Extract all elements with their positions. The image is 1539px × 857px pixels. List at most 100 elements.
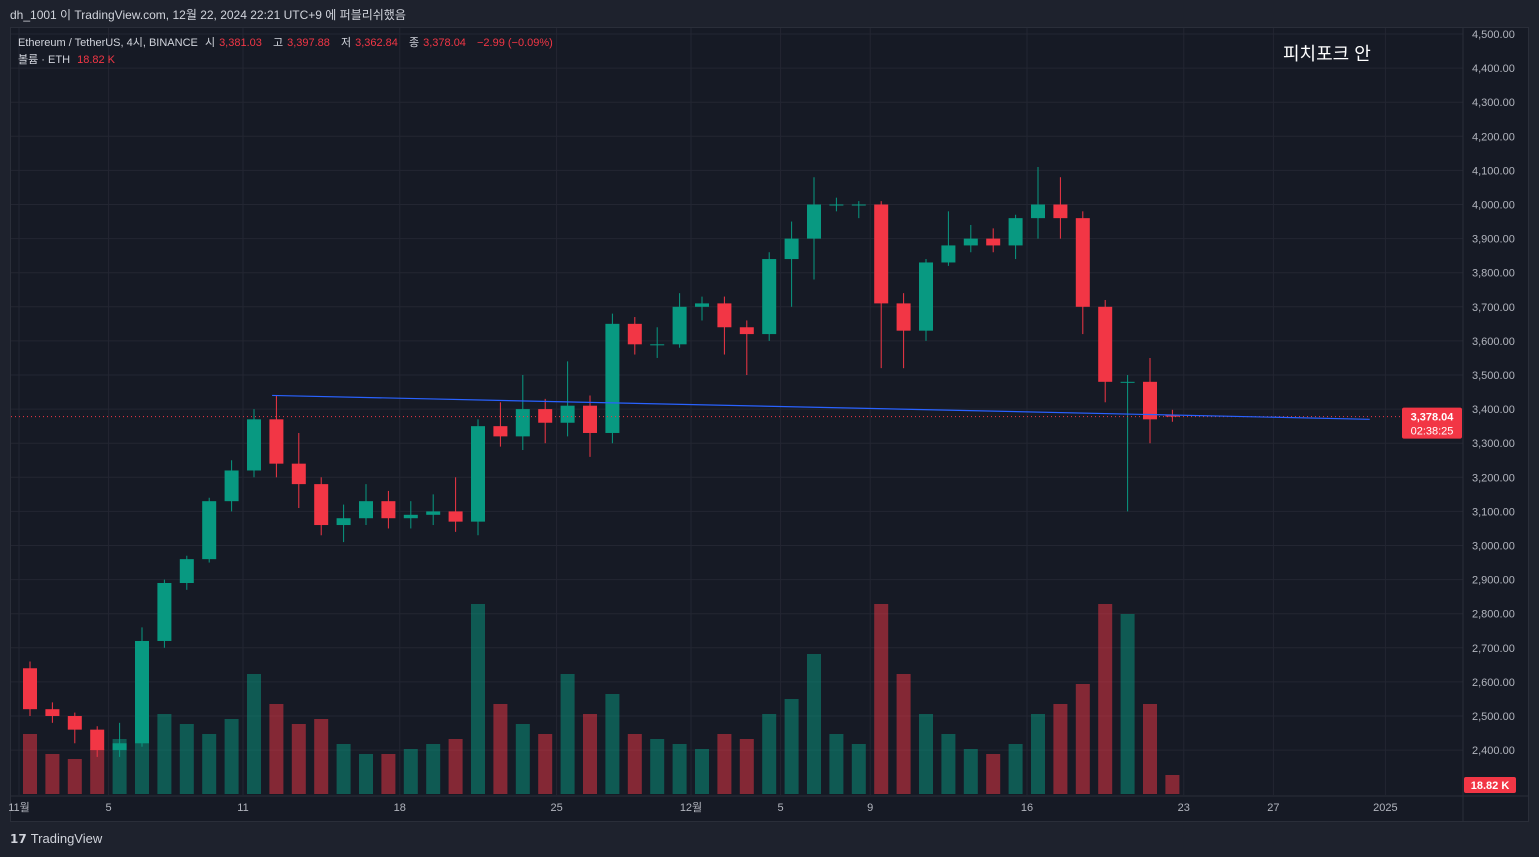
brand-name: TradingView <box>30 831 103 846</box>
time-tick-label: 12월 <box>680 801 702 814</box>
candle-body <box>560 405 575 423</box>
volume-bar <box>291 724 306 794</box>
candle-body <box>851 204 866 206</box>
candle-body <box>605 323 620 433</box>
symbol-legend: Ethereum / TetherUS, 4시, BINANCE 시 3,381.… <box>18 35 557 69</box>
volume-bar <box>448 739 463 794</box>
volume-bar <box>762 714 777 794</box>
last-price-badge <box>1402 407 1462 439</box>
candle-body <box>1098 306 1113 382</box>
candle-body <box>426 511 441 515</box>
volume-value: 18.82 K <box>77 54 115 66</box>
volume-bar <box>426 744 441 794</box>
volume-bar <box>1075 684 1090 794</box>
time-tick-label: 23 <box>1178 802 1190 814</box>
price-tick-label: 2,400.00 <box>1472 745 1515 757</box>
volume-bar <box>381 754 396 794</box>
price-tick-label: 3,800.00 <box>1472 268 1515 280</box>
candle-body <box>247 419 261 471</box>
volume-bar <box>314 719 329 794</box>
volume-bar <box>247 674 261 794</box>
price-tick-label: 3,900.00 <box>1472 234 1515 246</box>
volume-bar <box>515 724 530 794</box>
candle-body <box>874 204 889 304</box>
candle-body <box>157 583 172 641</box>
volume-bar <box>896 674 911 794</box>
candle-body <box>359 501 373 519</box>
price-tick-label: 2,800.00 <box>1472 609 1515 621</box>
volume-bar <box>1098 604 1113 794</box>
volume-bar <box>359 754 373 794</box>
candle-body <box>515 409 530 437</box>
volume-bar <box>583 714 597 794</box>
volume-bar <box>471 604 485 794</box>
candle-body <box>291 463 306 485</box>
volume-bar <box>919 714 933 794</box>
volume-bar <box>1008 744 1023 794</box>
time-tick-label: 9 <box>867 802 873 814</box>
candle-body <box>829 204 844 206</box>
candle-body <box>67 716 82 730</box>
chart-annotation-text: 피치포크 안 <box>1283 44 1371 64</box>
price-tick-label: 3,700.00 <box>1472 302 1515 314</box>
candle-body <box>224 470 239 502</box>
price-tick-label: 2,600.00 <box>1472 677 1515 689</box>
open-label: 시 <box>204 37 216 49</box>
candle-body <box>314 484 329 526</box>
candle-body <box>1120 381 1135 383</box>
close-value: 3,378.04 <box>423 37 466 49</box>
low-label: 저 <box>340 37 352 49</box>
candle-body <box>112 743 127 751</box>
volume-bar <box>538 734 553 794</box>
volume-bar <box>269 704 284 794</box>
volume-bar <box>1120 614 1135 794</box>
chart-pane[interactable] <box>10 27 1529 822</box>
tradingview-logo-icon: 𝟭𝟳 <box>10 831 27 846</box>
candle-body <box>963 238 978 246</box>
symbol-title[interactable]: Ethereum / TetherUS, 4시, BINANCE <box>18 37 198 49</box>
volume-bar <box>627 734 642 794</box>
volume-bar <box>403 749 418 794</box>
candle-body <box>538 409 553 423</box>
volume-bar <box>717 734 732 794</box>
candle-body <box>1165 415 1180 417</box>
candle-body <box>1053 204 1068 219</box>
volume-bar <box>739 739 754 794</box>
volume-bar <box>1143 704 1157 794</box>
candle-body <box>471 426 485 522</box>
volume-badge <box>1464 777 1516 793</box>
volume-bar <box>851 744 866 794</box>
candle-body <box>269 419 284 464</box>
volume-bar <box>986 754 1001 794</box>
candle-body <box>672 306 687 345</box>
volume-badge-label: 18.82 K <box>1471 780 1510 792</box>
candle-body <box>1008 218 1023 246</box>
candle-body <box>1075 218 1090 307</box>
volume-bar <box>202 734 217 794</box>
candle-body <box>135 640 149 744</box>
price-tick-label: 3,300.00 <box>1472 438 1515 450</box>
price-tick-label: 2,900.00 <box>1472 575 1515 587</box>
price-tick-label: 4,300.00 <box>1472 97 1515 109</box>
volume-bar <box>45 754 60 794</box>
candle-body <box>403 514 418 519</box>
volume-label[interactable]: 볼륨 · ETH <box>18 54 71 66</box>
price-tick-label: 4,000.00 <box>1472 200 1515 212</box>
price-tick-label: 2,700.00 <box>1472 643 1515 655</box>
candle-body <box>784 238 799 260</box>
volume-bar <box>605 694 620 794</box>
candle-body <box>45 709 60 716</box>
candle-body <box>717 303 732 328</box>
published-info: dh_1001 이 TradingView.com, 12월 22, 2024 … <box>10 8 406 22</box>
volume-bar <box>67 759 82 794</box>
time-tick-label: 5 <box>778 802 784 814</box>
volume-bar <box>650 739 665 794</box>
volume-bar <box>224 719 239 794</box>
last-price-label: 3,378.04 <box>1411 412 1455 424</box>
volume-bar <box>90 749 105 794</box>
price-tick-label: 4,200.00 <box>1472 131 1515 143</box>
volume-bar <box>829 734 844 794</box>
price-tick-label: 3,000.00 <box>1472 541 1515 553</box>
price-tick-label: 3,400.00 <box>1472 404 1515 416</box>
volume-bar <box>784 699 799 794</box>
